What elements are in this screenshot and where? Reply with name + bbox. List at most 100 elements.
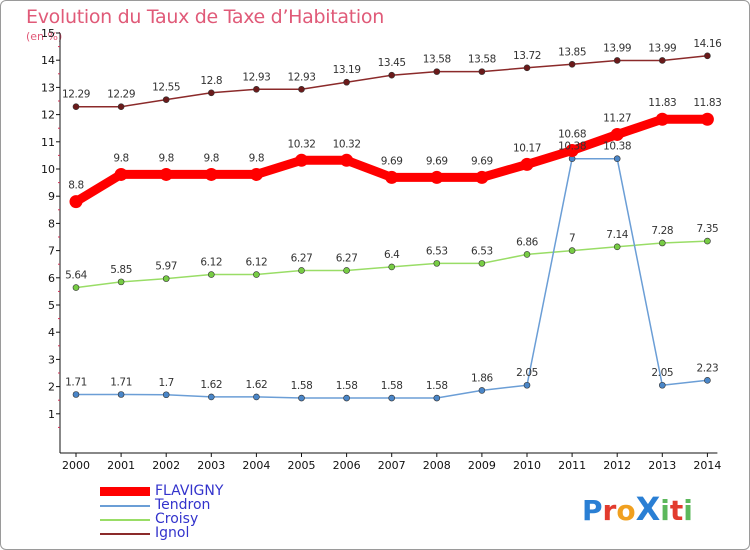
data-label-croisy: 6.27: [336, 252, 358, 264]
data-point-croisy: [253, 271, 260, 278]
data-point-tendron: [117, 391, 125, 398]
y-tick-label: 9: [48, 190, 55, 203]
data-point-ignol: [162, 96, 170, 103]
y-tick-label: 6: [48, 272, 55, 285]
data-label-croisy: 7.35: [697, 223, 719, 235]
data-point-croisy: [343, 267, 350, 274]
data-point-ignol: [478, 68, 486, 75]
data-point-ignol: [253, 86, 260, 93]
y-tick-label: 2: [48, 381, 55, 394]
data-label-flavigny: 9.8: [249, 152, 265, 164]
data-point-ignol: [658, 57, 666, 64]
data-point-flavigny: [340, 153, 354, 167]
y-tick-label: 1: [48, 408, 55, 421]
data-point-tendron: [388, 394, 396, 402]
y-tick-label: 5: [48, 299, 55, 312]
data-label-tendron: 1.7: [158, 377, 174, 389]
data-label-ignol: 12.29: [107, 89, 135, 101]
data-point-ignol: [433, 68, 441, 75]
data-label-croisy: 6.53: [426, 245, 448, 257]
x-tick-label: 2008: [423, 459, 451, 472]
data-label-flavigny: 9.8: [113, 152, 129, 164]
data-point-croisy: [523, 251, 531, 258]
legend-label: Tendron: [155, 497, 211, 513]
data-point-ignol: [704, 52, 711, 60]
data-label-tendron: 1.71: [65, 376, 87, 388]
data-point-croisy: [72, 284, 80, 291]
x-tick-label: 2001: [107, 459, 135, 472]
data-label-croisy: 5.85: [110, 264, 132, 276]
data-label-flavigny: 10.68: [558, 129, 586, 141]
data-label-ignol: 13.58: [468, 54, 496, 66]
data-label-flavigny: 10.32: [333, 138, 361, 150]
logo-letter: i: [683, 494, 693, 527]
data-label-ignol: 12.93: [287, 71, 315, 83]
data-label-croisy: 7.28: [651, 225, 673, 237]
data-label-tendron: 1.58: [336, 380, 358, 392]
data-label-ignol: 13.72: [513, 50, 541, 62]
data-point-flavigny: [520, 157, 534, 171]
logo-letter: i: [660, 494, 670, 527]
data-point-ignol: [388, 71, 396, 79]
data-point-flavigny: [114, 167, 128, 181]
data-point-ignol: [568, 60, 576, 68]
data-point-croisy: [658, 239, 666, 247]
x-tick-label: 2003: [197, 459, 225, 472]
data-label-croisy: 6.86: [516, 236, 538, 248]
data-point-flavigny: [69, 195, 83, 209]
data-point-tendron: [478, 387, 486, 394]
data-point-croisy: [117, 278, 125, 286]
x-tick-label: 2007: [378, 459, 406, 472]
data-point-tendron: [343, 394, 350, 402]
legend-label: Ignol: [155, 525, 190, 541]
legend-swatch: [100, 487, 150, 496]
data-label-croisy: 6.4: [384, 249, 400, 261]
logo-letter: r: [602, 494, 617, 527]
data-label-flavigny: 8.8: [68, 180, 84, 192]
logo-letter: X: [635, 490, 661, 528]
legend-swatch: [100, 505, 150, 507]
x-tick-label: 2000: [62, 459, 90, 472]
data-label-tendron: 1.71: [110, 376, 132, 388]
data-point-flavigny: [475, 170, 489, 184]
data-label-ignol: 13.99: [603, 42, 631, 54]
data-label-tendron: 10.38: [558, 141, 586, 153]
data-point-ignol: [117, 103, 125, 111]
data-label-ignol: 12.29: [62, 89, 90, 101]
data-label-tendron: 2.23: [697, 362, 719, 374]
data-label-ignol: 12.55: [152, 82, 180, 94]
x-tick-label: 2014: [693, 459, 721, 472]
data-point-ignol: [298, 86, 305, 93]
data-point-flavigny: [159, 167, 173, 181]
y-tick-label: 7: [48, 245, 55, 258]
x-tick-label: 2004: [242, 459, 270, 472]
y-tick-label: 13: [41, 81, 55, 94]
y-tick-label: 12: [41, 109, 55, 122]
data-label-flavigny: 9.8: [204, 152, 220, 164]
data-label-croisy: 6.53: [471, 245, 493, 257]
data-label-tendron: 2.05: [516, 367, 538, 379]
y-tick-label: 11: [41, 136, 55, 149]
logo-letter: P: [582, 494, 603, 527]
data-point-flavigny: [295, 153, 308, 167]
data-label-flavigny: 11.83: [648, 97, 676, 109]
x-tick-label: 2005: [288, 459, 316, 472]
data-label-tendron: 1.58: [426, 380, 448, 392]
chart-title: Evolution du Taux de Taxe d’Habitation: [26, 6, 384, 28]
data-label-croisy: 7: [569, 233, 575, 245]
data-label-croisy: 5.64: [65, 270, 87, 282]
data-point-croisy: [298, 267, 305, 274]
data-point-flavigny: [565, 144, 579, 158]
data-point-croisy: [704, 237, 711, 245]
data-point-croisy: [162, 275, 170, 282]
data-label-flavigny: 9.8: [158, 152, 174, 164]
data-point-tendron: [253, 393, 260, 401]
data-point-flavigny: [700, 112, 714, 126]
data-label-tendron: 1.58: [381, 380, 403, 392]
data-label-croisy: 7.14: [606, 229, 628, 241]
data-label-tendron: 1.58: [291, 380, 313, 392]
data-label-tendron: 1.62: [246, 379, 268, 391]
y-tick-label: 10: [41, 163, 55, 176]
data-label-flavigny: 11.27: [603, 112, 631, 124]
